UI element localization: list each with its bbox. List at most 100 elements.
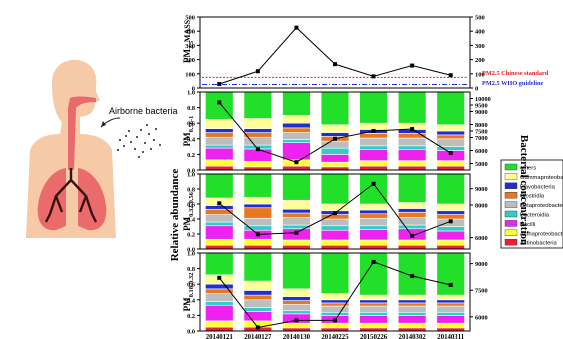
concentration-point bbox=[217, 201, 222, 206]
stacked-bar-segment bbox=[397, 224, 427, 230]
legend-label: Bacilli bbox=[520, 222, 535, 228]
stacked-bar-segment bbox=[320, 239, 350, 246]
stacked-bar-segment bbox=[359, 209, 388, 215]
stacked-bar-segment bbox=[436, 226, 465, 232]
stacked-bar-segment bbox=[359, 91, 388, 124]
stacked-bar-segment bbox=[205, 128, 234, 133]
concentration-point bbox=[448, 151, 453, 156]
stacked-bar-segment bbox=[320, 229, 350, 241]
mass-y2tick-label: 100 bbox=[475, 71, 485, 78]
stacked-bar-segment bbox=[205, 147, 234, 161]
stacked-bar-segment bbox=[282, 217, 311, 226]
stacked-bar-segment bbox=[320, 218, 350, 227]
stacked-bar-segment bbox=[320, 203, 350, 212]
stacked-bar-segment bbox=[243, 91, 273, 119]
mass-panel: 0 100 200 300 400 500 0 100 200 300 400 500 PM2.5 Ch… bbox=[182, 15, 549, 93]
stacked-bar-segment bbox=[320, 91, 350, 126]
stacked-bar-segment bbox=[320, 173, 350, 205]
stacked-bar-segment bbox=[205, 293, 234, 302]
legend-swatch bbox=[504, 191, 518, 199]
stacked-bar-segment bbox=[205, 326, 234, 332]
concentration-point bbox=[410, 127, 415, 132]
mass-point bbox=[333, 62, 337, 67]
stacked-bar-segment bbox=[282, 139, 311, 144]
mass-ylabel: MASS bbox=[183, 19, 192, 42]
stacked-bar-segment bbox=[436, 214, 465, 220]
stacked-bar-segment bbox=[359, 217, 388, 227]
abundance-ytick-label: 0.6 bbox=[187, 202, 195, 209]
stacked-bar-segment bbox=[205, 252, 234, 276]
stacked-bar-segment bbox=[243, 294, 273, 301]
stacked-bar-segment bbox=[397, 149, 427, 161]
abundance-panel: 0.0 0.2 0.4 0.6 0.8 1.0 6000 7500 9000 PM0.18-0.3… bbox=[182, 251, 488, 336]
stacked-bar-segment bbox=[320, 322, 350, 329]
legend-label: Betaproteobacteri bbox=[520, 203, 563, 209]
mass-ytick-label: 500 bbox=[185, 15, 195, 22]
stacked-bar-segment bbox=[359, 244, 388, 250]
stacked-bar-segment bbox=[359, 149, 388, 161]
legend-label: others bbox=[520, 166, 536, 172]
mass-point bbox=[217, 82, 222, 87]
stacked-bar-segment bbox=[397, 202, 427, 209]
legend-label: Gammaproteobacte bbox=[520, 175, 563, 181]
stacked-bar-segment bbox=[320, 154, 350, 163]
stacked-bar-segment bbox=[205, 208, 234, 215]
stacked-bar-segment bbox=[243, 136, 273, 146]
stacked-bar-segment bbox=[282, 173, 311, 201]
mass-ytick-label: 400 bbox=[185, 29, 195, 36]
stacked-bar-segment bbox=[436, 160, 465, 167]
legend-label: Alphaproteobacter bbox=[520, 231, 563, 237]
stacked-bar-segment bbox=[436, 294, 465, 301]
stacked-bar-segment bbox=[359, 252, 388, 296]
abundance-ytick-label: 0.2 bbox=[187, 152, 195, 159]
stacked-bar-segment bbox=[397, 173, 427, 203]
stacked-bar-segment bbox=[205, 283, 234, 290]
stacked-bar-segment bbox=[320, 311, 350, 316]
stacked-bar-segment bbox=[243, 118, 273, 129]
stacked-bar-segment bbox=[359, 137, 388, 147]
stacked-bar-segment bbox=[243, 311, 273, 322]
stacked-bar-segment bbox=[243, 203, 273, 209]
stacked-bar-segment bbox=[205, 320, 234, 328]
concentration-ytick-label: 6000 bbox=[475, 235, 488, 242]
concentration-ytick-label: 6000 bbox=[475, 148, 488, 155]
stacked-bar-segment bbox=[243, 244, 273, 250]
stacked-bar-segment bbox=[282, 132, 311, 140]
stacked-bar-segment bbox=[397, 217, 427, 226]
stacked-bar-segment bbox=[205, 159, 234, 167]
stacked-bar-segment bbox=[282, 142, 311, 161]
stacked-bar-segment bbox=[397, 239, 427, 246]
stacked-bar-segment bbox=[243, 128, 273, 133]
abundance-panel: 0.0 0.2 0.4 0.6 0.8 1.0 6000 8000 9000 PM0.32-0.5… bbox=[182, 172, 488, 254]
stacked-bar-segment bbox=[359, 165, 388, 171]
concentration-ytick-label: 5000 bbox=[475, 161, 488, 168]
stacked-bar-segment bbox=[205, 225, 234, 240]
stacked-bar-segment bbox=[436, 311, 465, 316]
stacked-bar-segment bbox=[243, 290, 273, 296]
legend-label: Bacteroidia bbox=[520, 213, 550, 219]
stacked-bar-segment bbox=[436, 173, 465, 205]
stacked-bar-segment bbox=[436, 244, 465, 250]
right-axis-label: Bacterial concentration bbox=[518, 135, 530, 245]
stacked-bar-segment bbox=[243, 217, 273, 227]
concentration-ytick-label: 8000 bbox=[475, 202, 488, 209]
stacked-bar-segment bbox=[205, 136, 234, 146]
mass-point bbox=[294, 25, 299, 30]
mass-ytick-label: 300 bbox=[185, 43, 195, 50]
concentration-point bbox=[371, 181, 376, 186]
stacked-bar-segment bbox=[359, 294, 388, 301]
left-axis-label: Relative abundance bbox=[169, 169, 181, 262]
stacked-bar-segment bbox=[359, 225, 388, 230]
stacked-bar-segment bbox=[205, 91, 234, 120]
abundance-ytick-label: 1.0 bbox=[187, 90, 195, 97]
stacked-bar-segment bbox=[436, 138, 465, 147]
concentration-point bbox=[255, 232, 260, 237]
stacked-bar-segment bbox=[243, 299, 273, 308]
stacked-bar-segment bbox=[436, 210, 465, 215]
stacked-bar-segment bbox=[243, 207, 273, 219]
stacked-bar-segment bbox=[320, 252, 350, 294]
concentration-ytick-label: 7500 bbox=[475, 288, 488, 295]
mass-y2tick-label: 0 bbox=[475, 86, 478, 93]
concentration-point bbox=[217, 100, 222, 105]
